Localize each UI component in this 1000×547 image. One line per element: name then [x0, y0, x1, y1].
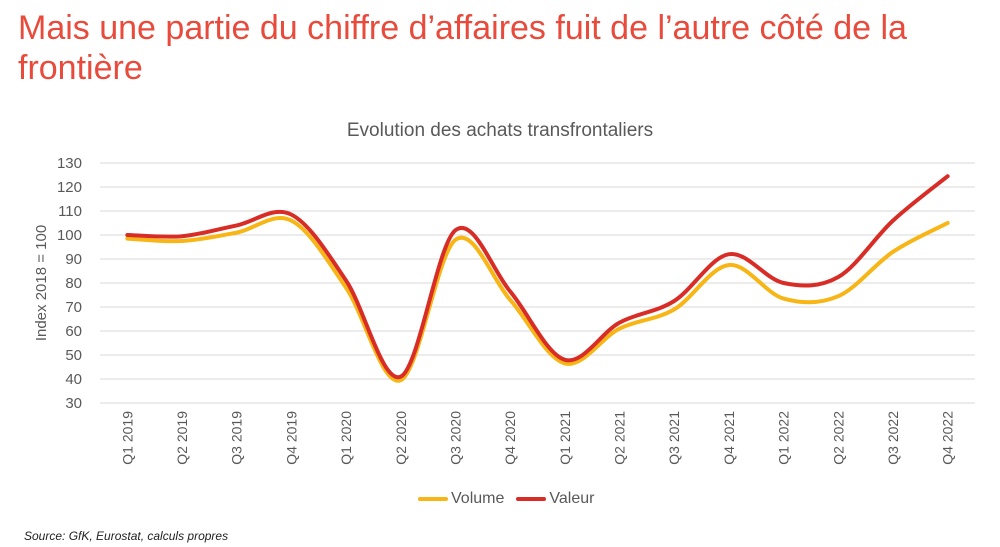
- legend-label-valeur: Valeur: [549, 490, 595, 507]
- x-tick-label: Q4 2022: [940, 411, 956, 465]
- chart-title: Evolution des achats transfrontaliers: [346, 120, 654, 141]
- y-tick-label: 130: [57, 155, 82, 172]
- x-tick-label: Q1 2022: [776, 411, 792, 465]
- x-tick-label: Q2 2022: [830, 411, 846, 465]
- headline: Mais une partie du chiffre d’affaires fu…: [18, 9, 907, 87]
- legend-item-volume: Volume: [418, 490, 504, 508]
- legend-item-valeur: Valeur: [516, 490, 594, 508]
- y-axis-label: Index 2018 = 100: [33, 225, 50, 341]
- series-layer: [125, 174, 950, 383]
- legend: Volume Valeur: [418, 490, 606, 508]
- y-tick-label: 70: [65, 299, 82, 316]
- source-note: Source: GfK, Eurostat, calculs propres: [24, 529, 229, 543]
- y-tick-label: 30: [65, 395, 82, 412]
- x-tick-label: Q1 2019: [119, 411, 135, 465]
- y-tick-label: 50: [65, 347, 82, 364]
- series-line-valeur: [125, 174, 950, 379]
- x-tick-label: Q2 2019: [174, 411, 190, 465]
- x-tick-label: Q1 2021: [557, 411, 573, 465]
- y-tick-label: 100: [57, 227, 82, 244]
- y-tick-label: 60: [65, 323, 82, 340]
- x-tick-label: Q4 2020: [502, 411, 518, 465]
- x-tick-label: Q3 2022: [885, 411, 901, 465]
- x-tick-label: Q4 2021: [721, 411, 737, 465]
- grid-layer: [100, 162, 975, 404]
- x-tick-label: Q4 2019: [283, 411, 299, 465]
- y-tick-label: 120: [57, 179, 82, 196]
- x-tick-label: Q3 2020: [447, 411, 463, 465]
- x-tick-label: Q3 2021: [666, 411, 682, 465]
- y-tick-label: 40: [65, 371, 82, 388]
- y-tick-label: 110: [58, 203, 82, 220]
- y-tick-label: 90: [65, 251, 82, 268]
- x-tick-label: Q2 2020: [393, 411, 409, 465]
- y-tick-label: 80: [65, 275, 82, 292]
- series-line-volume: [125, 216, 950, 383]
- legend-swatch-volume: [418, 497, 448, 501]
- y-tick-labels: 30 40 50 60 70 80 90 100 110 120 130: [57, 155, 82, 412]
- x-tick-label: Q2 2021: [612, 411, 628, 465]
- x-tick-label: Q1 2020: [338, 411, 354, 465]
- legend-label-volume: Volume: [451, 490, 505, 507]
- x-tick-labels: Q1 2019 Q2 2019 Q3 2019 Q4 2019 Q1 2020 Q2 20…: [119, 411, 955, 465]
- legend-swatch-valeur: [516, 497, 547, 501]
- x-tick-label: Q3 2019: [229, 411, 245, 465]
